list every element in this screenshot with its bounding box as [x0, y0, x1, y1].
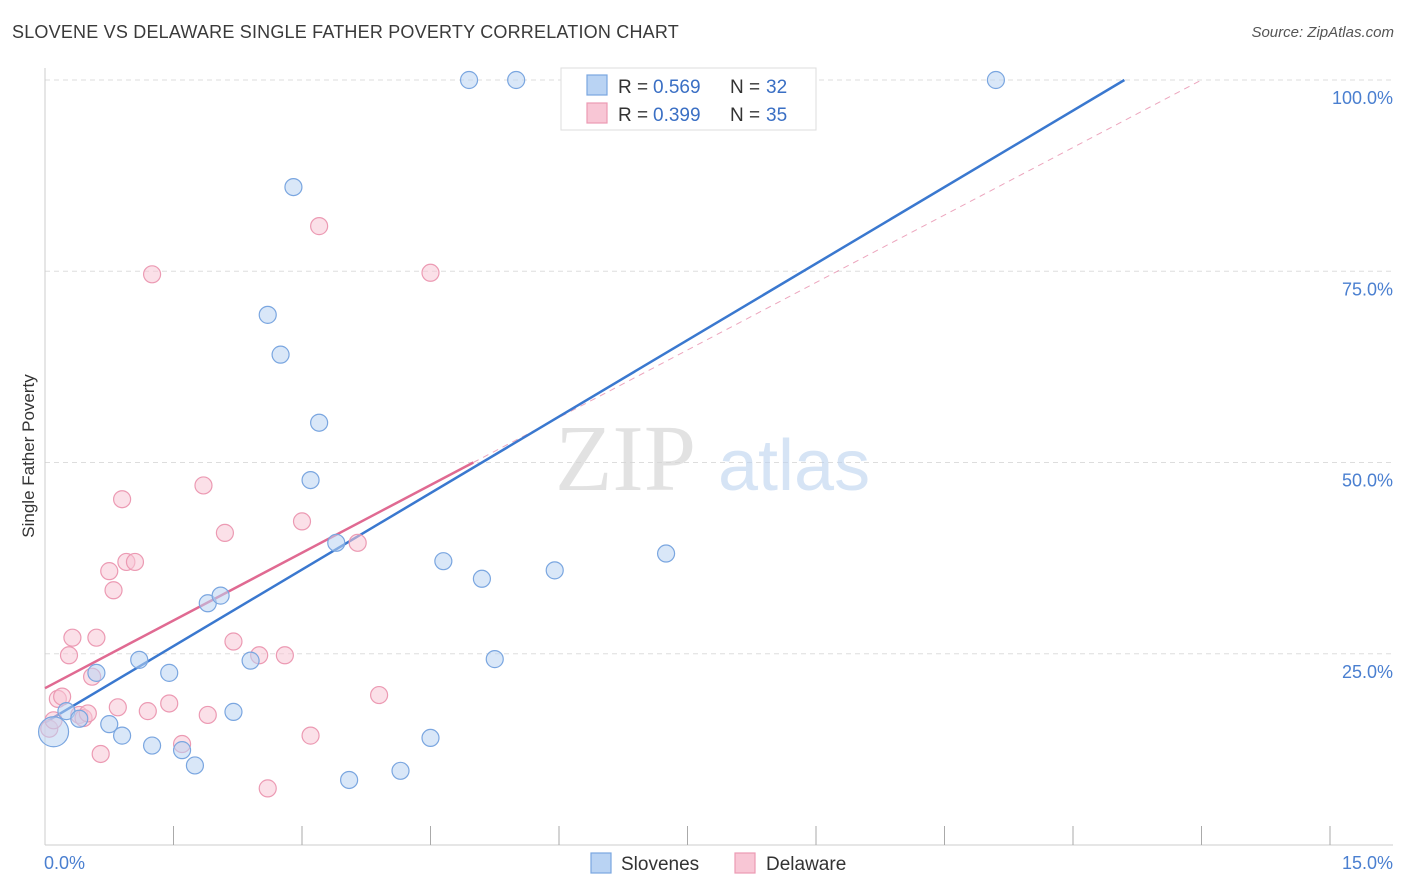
slovenes-point — [656, 544, 676, 563]
slovenes-point — [258, 305, 277, 324]
delaware-point — [215, 523, 234, 542]
delaware-point — [142, 265, 162, 284]
y-tick-label-25: 25.0% — [1342, 662, 1393, 682]
legend-n-label-2: N = — [730, 105, 760, 126]
slovenes-point — [310, 413, 329, 432]
delaware-point — [108, 698, 127, 717]
delaware-point — [59, 646, 79, 665]
slovenes-point — [112, 726, 132, 745]
legend-r-label-1: R = — [618, 77, 648, 98]
legend-r-value-2: 0.399 — [653, 105, 701, 126]
delaware-point — [258, 779, 277, 798]
legend-n-value-1: 32 — [766, 77, 787, 98]
delaware-point — [275, 646, 294, 665]
delaware-point — [91, 744, 110, 764]
x-ticks — [173, 826, 1331, 845]
slovenes-point — [421, 728, 440, 748]
slovenes-point — [485, 650, 504, 669]
slovenes-point — [100, 715, 119, 734]
delaware-point — [198, 705, 217, 725]
delaware-point — [370, 685, 389, 705]
slovenes-point — [434, 552, 453, 571]
slovenes-point — [301, 470, 320, 490]
delaware-trend-extension — [473, 79, 1202, 463]
x-tick-label-min: 0.0% — [44, 853, 85, 873]
delaware-point — [348, 533, 367, 552]
delaware-point — [310, 217, 329, 236]
legend-r-value-1: 0.569 — [653, 77, 701, 98]
delaware-point — [160, 694, 179, 713]
chart-source: Source: ZipAtlas.com — [1251, 24, 1394, 41]
slovenes-point — [172, 741, 192, 760]
watermark-atlas: atlas — [718, 426, 870, 506]
slovenes-point — [391, 761, 410, 780]
legend-n-label-1: N = — [730, 77, 760, 98]
legend-swatch-delaware — [586, 102, 608, 124]
slovenes-point — [507, 70, 526, 90]
slovenes-point — [241, 651, 260, 670]
trend-lines — [44, 78, 1202, 724]
slovenes-point — [472, 569, 491, 588]
delaware-point — [100, 562, 119, 581]
legend-r-label-2: R = — [618, 105, 648, 126]
series-legend: Slovenes Delaware — [590, 852, 846, 875]
slovenes-point — [142, 736, 162, 755]
slovenes-point — [340, 770, 359, 790]
slovenes-point — [271, 345, 290, 364]
slovenes-point — [130, 650, 149, 669]
slovenes-point — [160, 663, 179, 682]
slovenes-point — [284, 178, 303, 197]
bottom-legend-swatch-delaware — [734, 852, 756, 874]
slovenes-point — [37, 716, 70, 748]
delaware-point — [421, 263, 440, 282]
axes — [44, 68, 1393, 846]
delaware-point — [125, 552, 145, 572]
delaware-point — [301, 726, 320, 745]
slovenes-point — [459, 70, 479, 90]
legend-swatch-slovenes — [586, 74, 608, 96]
slovenes-point — [185, 756, 205, 775]
delaware-point — [104, 581, 123, 600]
slovenes-point — [545, 561, 564, 580]
delaware-point — [194, 476, 213, 495]
correlation-legend: R = 0.569 N = 32 R = 0.399 N = 35 — [560, 67, 817, 131]
slovenes-point — [70, 709, 89, 728]
y-tick-label-100: 100.0% — [1332, 88, 1393, 108]
chart-title: SLOVENE VS DELAWARE SINGLE FATHER POVERT… — [12, 22, 679, 42]
slovenes-points — [37, 70, 1006, 790]
bottom-legend-label-delaware: Delaware — [766, 854, 846, 875]
slovenes-point — [224, 702, 243, 721]
delaware-point — [112, 490, 132, 509]
y-tick-label-75: 75.0% — [1342, 279, 1393, 299]
delaware-point — [224, 632, 243, 651]
bottom-legend-swatch-slovenes — [590, 852, 612, 874]
y-axis-title: Single Father Poverty — [19, 374, 38, 538]
slovenes-point — [327, 533, 346, 552]
grid — [45, 79, 1393, 655]
slovenes-point — [211, 586, 230, 605]
y-tick-labels: 25.0% 50.0% 75.0% 100.0% — [1332, 88, 1393, 682]
delaware-point — [138, 702, 157, 721]
watermark-zip: ZIP — [555, 407, 696, 511]
y-tick-label-50: 50.0% — [1342, 471, 1393, 491]
slovenes-trend-line — [44, 78, 1126, 724]
legend-n-value-2: 35 — [766, 105, 787, 126]
bottom-legend-label-slovenes: Slovenes — [621, 854, 699, 875]
delaware-trend-line — [44, 461, 474, 690]
delaware-point — [63, 628, 82, 647]
slovenes-point — [986, 70, 1006, 90]
x-tick-label-max: 15.0% — [1342, 853, 1393, 873]
delaware-point — [87, 628, 106, 647]
delaware-point — [292, 512, 312, 531]
slovenes-point — [87, 663, 106, 682]
